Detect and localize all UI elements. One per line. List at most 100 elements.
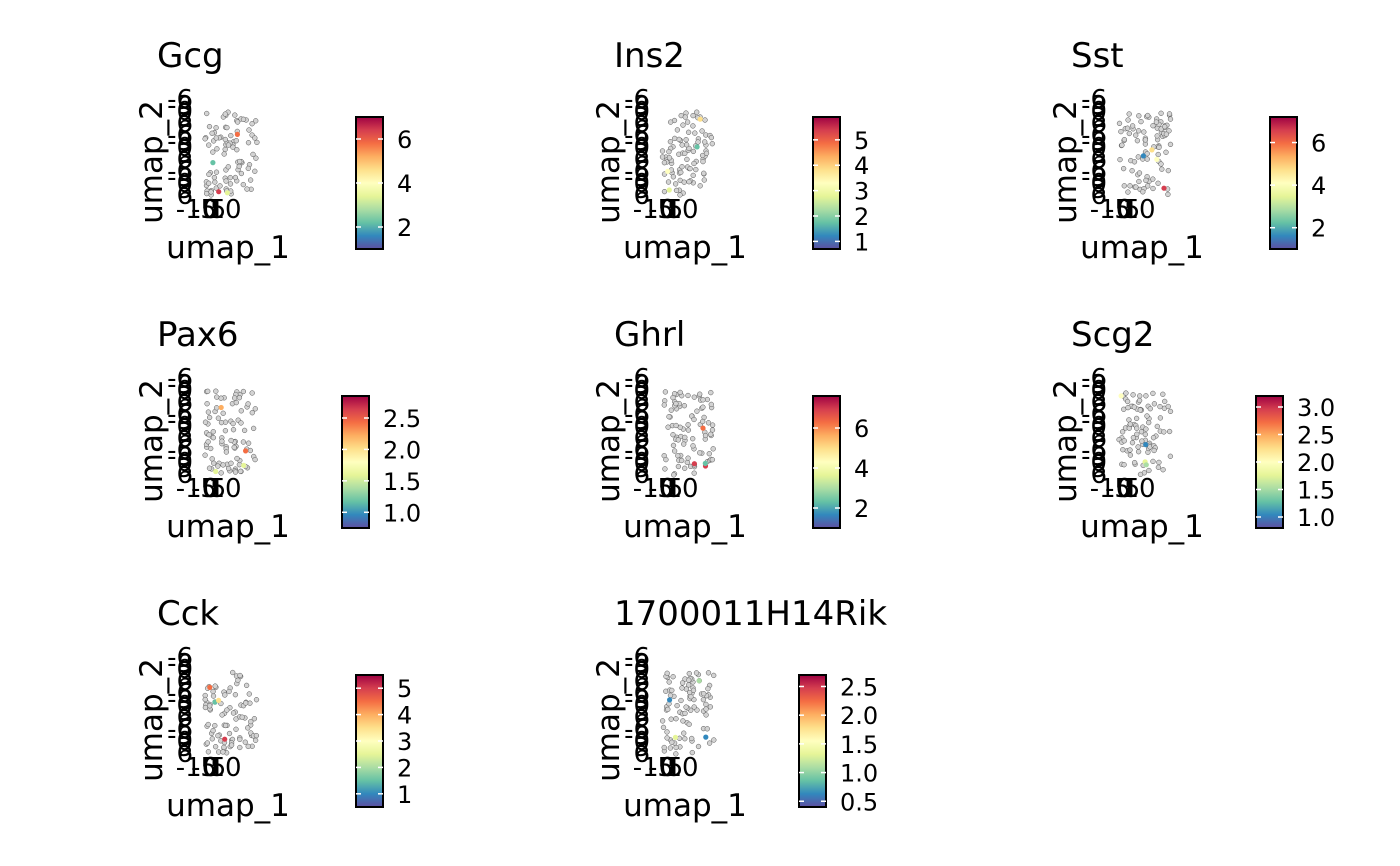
y-tick-label: -3 [1081, 163, 1107, 193]
cell-point [1125, 404, 1131, 411]
cell-point [213, 169, 220, 175]
colorbar-tick-label: 2 [854, 495, 869, 523]
cell-point-expressed [1140, 153, 1146, 159]
cell-point [690, 436, 696, 442]
cell-point [236, 395, 243, 401]
cell-point [1150, 458, 1156, 465]
cell-point [245, 401, 251, 407]
colorbar-tick-label: 1.0 [383, 499, 421, 527]
cell-point-expressed [696, 678, 702, 684]
cell-point [209, 130, 215, 136]
cell-point [238, 170, 245, 177]
cell-point [253, 697, 260, 703]
cell-point-expressed [207, 684, 213, 691]
y-tick-label: 0 [176, 412, 193, 442]
cell-point [211, 460, 217, 466]
colorbar-tick-label: 1.0 [1297, 504, 1335, 532]
cell-point [701, 170, 707, 176]
cell-point [695, 139, 701, 145]
y-tick-label: 0 [176, 691, 193, 721]
cell-point [233, 138, 239, 144]
cell-point [689, 749, 695, 756]
cell-point [1133, 184, 1139, 190]
cell-point [673, 400, 679, 407]
cell-point [1154, 133, 1160, 139]
cell-point [252, 135, 258, 141]
x-tick-label: 10 [665, 195, 698, 225]
cell-point [659, 148, 666, 154]
cell-point [1156, 459, 1162, 466]
cell-point [232, 112, 238, 118]
panel-title: Ghrl [614, 315, 685, 355]
cell-point [1165, 403, 1171, 410]
cell-point-expressed [1161, 185, 1167, 191]
colorbar-tick-label: 2.0 [840, 702, 878, 730]
y-tick-label: 6 [633, 424, 650, 454]
y-tick-label: 6 [176, 739, 193, 769]
cell-point [253, 155, 259, 161]
y-tick-label: -3 [167, 91, 193, 121]
x-tick-label: 5 [1124, 195, 1141, 225]
cell-point [1144, 151, 1150, 157]
cell-point [1121, 136, 1128, 143]
colorbar-tick-label: 2.0 [383, 436, 421, 464]
cell-point [241, 427, 248, 434]
cell-point [1150, 123, 1156, 129]
y-tick-label: 3 [176, 454, 193, 484]
feature-panel: Pax6-6-6-6-3-3-3000333666-10-50510umap_1… [134, 315, 421, 545]
cell-point [697, 450, 703, 456]
y-tick-label: 6 [176, 703, 193, 733]
cell-point [226, 688, 232, 695]
cell-point [228, 742, 235, 748]
cell-point [237, 158, 243, 165]
cell-point [246, 127, 252, 133]
cell-point [669, 739, 675, 745]
cell-point [1135, 449, 1142, 455]
cell-point [223, 449, 230, 455]
x-tick-label: -10 [176, 195, 218, 225]
y-tick-label: 3 [1090, 454, 1107, 484]
cell-point [1150, 185, 1156, 192]
cell-point [678, 169, 684, 176]
cell-point [225, 164, 231, 170]
cell-point [1145, 183, 1151, 189]
x-tick-label: 0 [660, 195, 677, 225]
x-tick-label: 10 [208, 474, 241, 504]
y-tick-label: -3 [167, 127, 193, 157]
y-tick-label: 0 [633, 97, 650, 127]
cell-point [675, 437, 681, 443]
cell-point [202, 696, 208, 703]
cell-point [1154, 423, 1160, 430]
cell-point [1142, 137, 1149, 143]
cell-point [245, 165, 251, 172]
cell-point [1119, 142, 1125, 148]
cell-point [248, 718, 254, 725]
cell-point [708, 389, 714, 396]
cell-point [252, 168, 258, 174]
y-tick-label: -6 [624, 679, 650, 709]
x-axis-title: umap_1 [1080, 230, 1204, 266]
cell-point-expressed [216, 189, 222, 195]
feature-panel: Cck-6-6-6-3-3-3000333666-10-50510umap_1u… [134, 594, 412, 824]
cell-point [1147, 406, 1153, 412]
x-tick-label: 0 [1117, 195, 1134, 225]
cell-point [220, 410, 226, 416]
cell-point [691, 470, 697, 476]
cell-point [233, 726, 239, 732]
cell-point [1150, 435, 1157, 441]
cell-point [230, 710, 237, 716]
cell-point [206, 171, 212, 178]
cell-point [1155, 180, 1161, 186]
cell-point [230, 420, 236, 427]
cell-point [1134, 425, 1140, 431]
y-axis-title: umap_2 [591, 658, 627, 782]
cell-point [212, 683, 218, 689]
cell-point [670, 674, 676, 680]
colorbar [812, 395, 841, 529]
y-tick-label: -6 [624, 121, 650, 151]
feature-panel: 1700011H14Rik-6-6-6-3-3-3000333666-10-50… [591, 594, 887, 824]
y-tick-label: -3 [167, 406, 193, 436]
cell-point [692, 130, 698, 136]
cell-point [232, 174, 239, 181]
cell-point [221, 151, 227, 157]
